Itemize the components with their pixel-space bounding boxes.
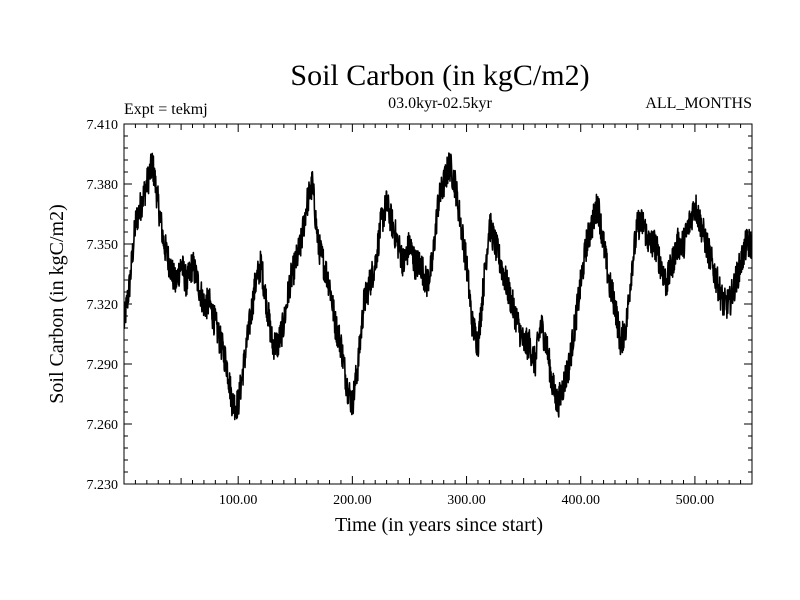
y-tick-label: 7.350 (87, 238, 119, 253)
y-tick-label: 7.260 (87, 418, 119, 433)
x-axis-label: Time (in years since start) (335, 514, 543, 536)
x-tick-label: 200.00 (333, 493, 372, 508)
y-tick-label: 7.230 (87, 478, 119, 493)
period-label: 03.0kyr-02.5kyr (388, 95, 492, 112)
y-axis-label: Soil Carbon (in kgC/m2) (46, 204, 68, 403)
y-tick-label: 7.290 (87, 358, 119, 373)
x-tick-label: 300.00 (447, 493, 486, 508)
x-tick-label: 400.00 (561, 493, 600, 508)
y-tick-label: 7.320 (87, 298, 119, 313)
y-tick-label: 7.380 (87, 178, 119, 193)
x-tick-label: 500.00 (676, 493, 715, 508)
plot-area (123, 123, 753, 485)
plot-frame (123, 123, 753, 485)
experiment-label: Expt = tekmj (124, 101, 208, 118)
chart-title: Soil Carbon (in kgC/m2) (290, 59, 589, 92)
months-label: ALL_MONTHS (645, 95, 752, 112)
y-tick-label: 7.410 (87, 118, 119, 133)
x-tick-label: 100.00 (219, 493, 258, 508)
series-line (124, 152, 752, 421)
series-group (124, 152, 752, 421)
axis-group: 100.00 200.00 300.00 400.00 500.00 7.230 7.260… (87, 118, 752, 508)
